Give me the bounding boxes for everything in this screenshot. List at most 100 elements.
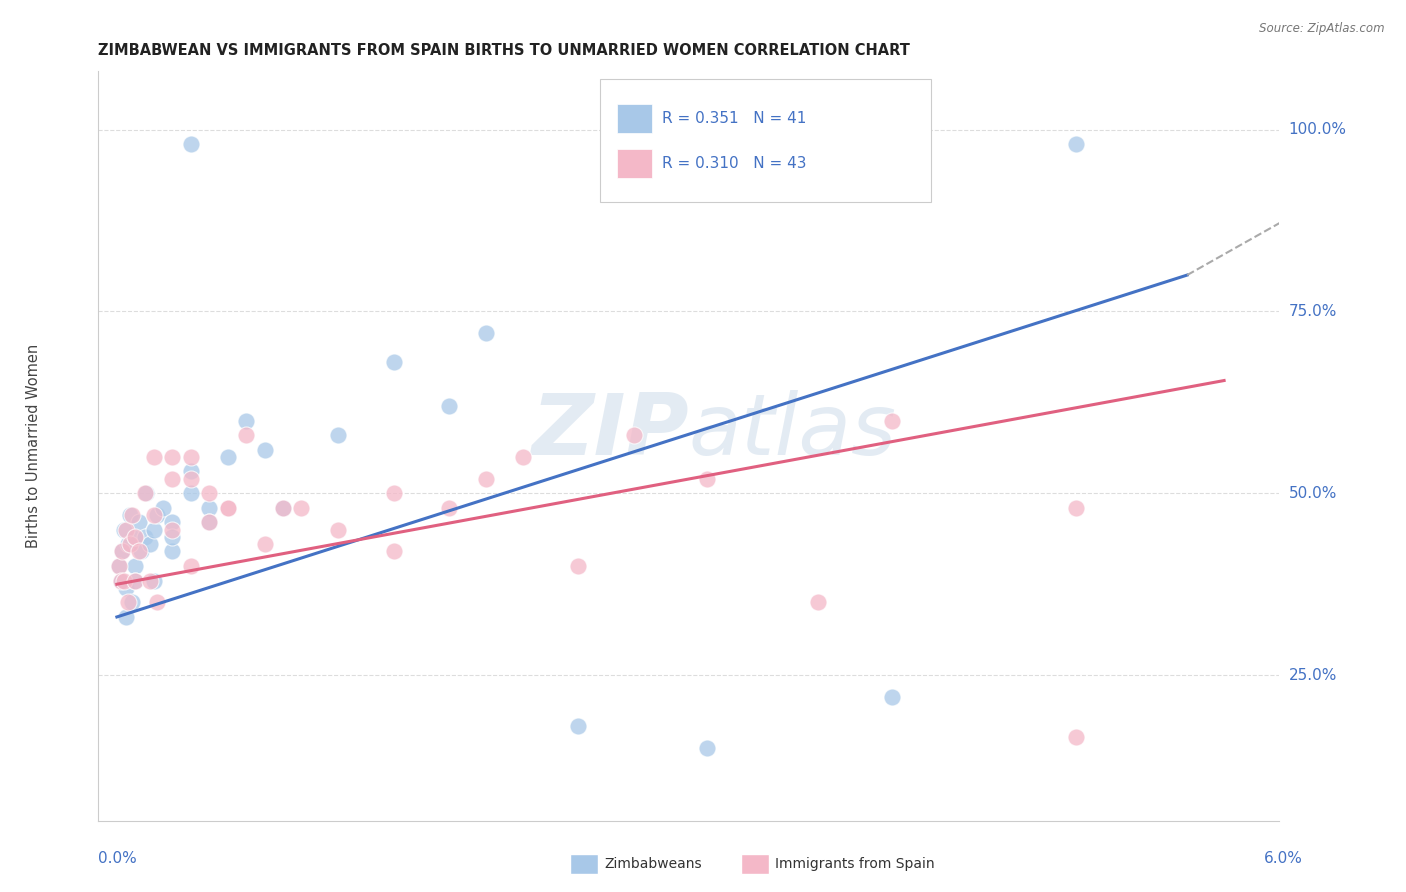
Point bbox=[128, 516, 150, 530]
Point bbox=[328, 428, 350, 442]
Point bbox=[115, 581, 138, 595]
Point bbox=[111, 544, 134, 558]
Point bbox=[217, 450, 239, 464]
Point bbox=[271, 500, 294, 515]
FancyBboxPatch shape bbox=[741, 854, 769, 874]
Point bbox=[152, 500, 174, 515]
Point bbox=[1066, 137, 1088, 152]
Point bbox=[437, 399, 460, 413]
Point bbox=[142, 574, 165, 588]
Point bbox=[129, 544, 152, 558]
Point bbox=[142, 508, 165, 522]
FancyBboxPatch shape bbox=[617, 149, 652, 178]
Point bbox=[162, 472, 183, 486]
Point bbox=[162, 450, 183, 464]
Point bbox=[135, 486, 157, 500]
Point bbox=[115, 610, 138, 624]
Point bbox=[475, 472, 498, 486]
Point bbox=[142, 450, 165, 464]
Point bbox=[162, 523, 183, 537]
Point bbox=[117, 537, 139, 551]
Point bbox=[139, 574, 162, 588]
Point bbox=[382, 544, 405, 558]
Text: R = 0.310   N = 43: R = 0.310 N = 43 bbox=[662, 156, 806, 171]
Point bbox=[110, 574, 132, 588]
Point bbox=[1066, 730, 1088, 744]
Point bbox=[180, 472, 202, 486]
Point bbox=[180, 486, 202, 500]
Point bbox=[217, 500, 239, 515]
Point bbox=[124, 530, 146, 544]
Point bbox=[437, 500, 460, 515]
Point bbox=[124, 574, 146, 588]
Point bbox=[880, 413, 903, 427]
Text: ZIMBABWEAN VS IMMIGRANTS FROM SPAIN BIRTHS TO UNMARRIED WOMEN CORRELATION CHART: ZIMBABWEAN VS IMMIGRANTS FROM SPAIN BIRT… bbox=[98, 43, 910, 58]
Point bbox=[328, 523, 350, 537]
Text: 100.0%: 100.0% bbox=[1289, 122, 1347, 137]
FancyBboxPatch shape bbox=[569, 854, 598, 874]
Point bbox=[382, 486, 405, 500]
Point bbox=[146, 595, 169, 609]
Point bbox=[110, 574, 132, 588]
Point bbox=[107, 559, 129, 574]
Point bbox=[112, 574, 135, 588]
Text: 6.0%: 6.0% bbox=[1264, 851, 1303, 865]
Point bbox=[115, 523, 138, 537]
Point bbox=[567, 719, 589, 733]
Point bbox=[880, 690, 903, 704]
Point bbox=[382, 355, 405, 369]
Text: R = 0.351   N = 41: R = 0.351 N = 41 bbox=[662, 112, 806, 126]
Point bbox=[180, 559, 202, 574]
Point bbox=[217, 500, 239, 515]
Text: ZIP: ZIP bbox=[531, 390, 689, 473]
Point bbox=[128, 544, 150, 558]
Point bbox=[253, 442, 276, 457]
Point bbox=[117, 595, 139, 609]
Point bbox=[112, 523, 135, 537]
Point bbox=[134, 486, 156, 500]
Point bbox=[118, 508, 141, 522]
Point bbox=[696, 740, 718, 755]
Point bbox=[198, 486, 221, 500]
Point bbox=[162, 544, 183, 558]
Point bbox=[124, 530, 146, 544]
Point bbox=[696, 472, 718, 486]
Text: 50.0%: 50.0% bbox=[1289, 486, 1337, 500]
Point bbox=[1066, 500, 1088, 515]
Text: 75.0%: 75.0% bbox=[1289, 304, 1337, 319]
FancyBboxPatch shape bbox=[600, 78, 931, 202]
Text: 0.0%: 0.0% bbox=[98, 851, 138, 865]
Point bbox=[139, 537, 162, 551]
Point bbox=[121, 508, 143, 522]
Point bbox=[198, 516, 221, 530]
Point bbox=[162, 516, 183, 530]
Point bbox=[807, 595, 830, 609]
Point bbox=[142, 523, 165, 537]
Text: Immigrants from Spain: Immigrants from Spain bbox=[775, 857, 935, 871]
Point bbox=[235, 413, 257, 427]
Point bbox=[180, 137, 202, 152]
Point bbox=[162, 530, 183, 544]
Point bbox=[198, 516, 221, 530]
Point bbox=[253, 537, 276, 551]
FancyBboxPatch shape bbox=[617, 104, 652, 133]
Point bbox=[290, 500, 312, 515]
Point bbox=[180, 465, 202, 479]
Text: Source: ZipAtlas.com: Source: ZipAtlas.com bbox=[1260, 22, 1385, 36]
Point bbox=[107, 559, 129, 574]
Point bbox=[118, 537, 141, 551]
Point bbox=[124, 574, 146, 588]
Point bbox=[198, 500, 221, 515]
Point bbox=[146, 508, 169, 522]
Text: Births to Unmarried Women: Births to Unmarried Women bbox=[25, 344, 41, 548]
Point bbox=[134, 530, 156, 544]
Point bbox=[180, 450, 202, 464]
Point bbox=[235, 428, 257, 442]
Text: atlas: atlas bbox=[689, 390, 897, 473]
Point bbox=[124, 559, 146, 574]
Point bbox=[271, 500, 294, 515]
Point bbox=[475, 326, 498, 341]
Point bbox=[111, 544, 134, 558]
Point bbox=[567, 559, 589, 574]
Point bbox=[512, 450, 534, 464]
